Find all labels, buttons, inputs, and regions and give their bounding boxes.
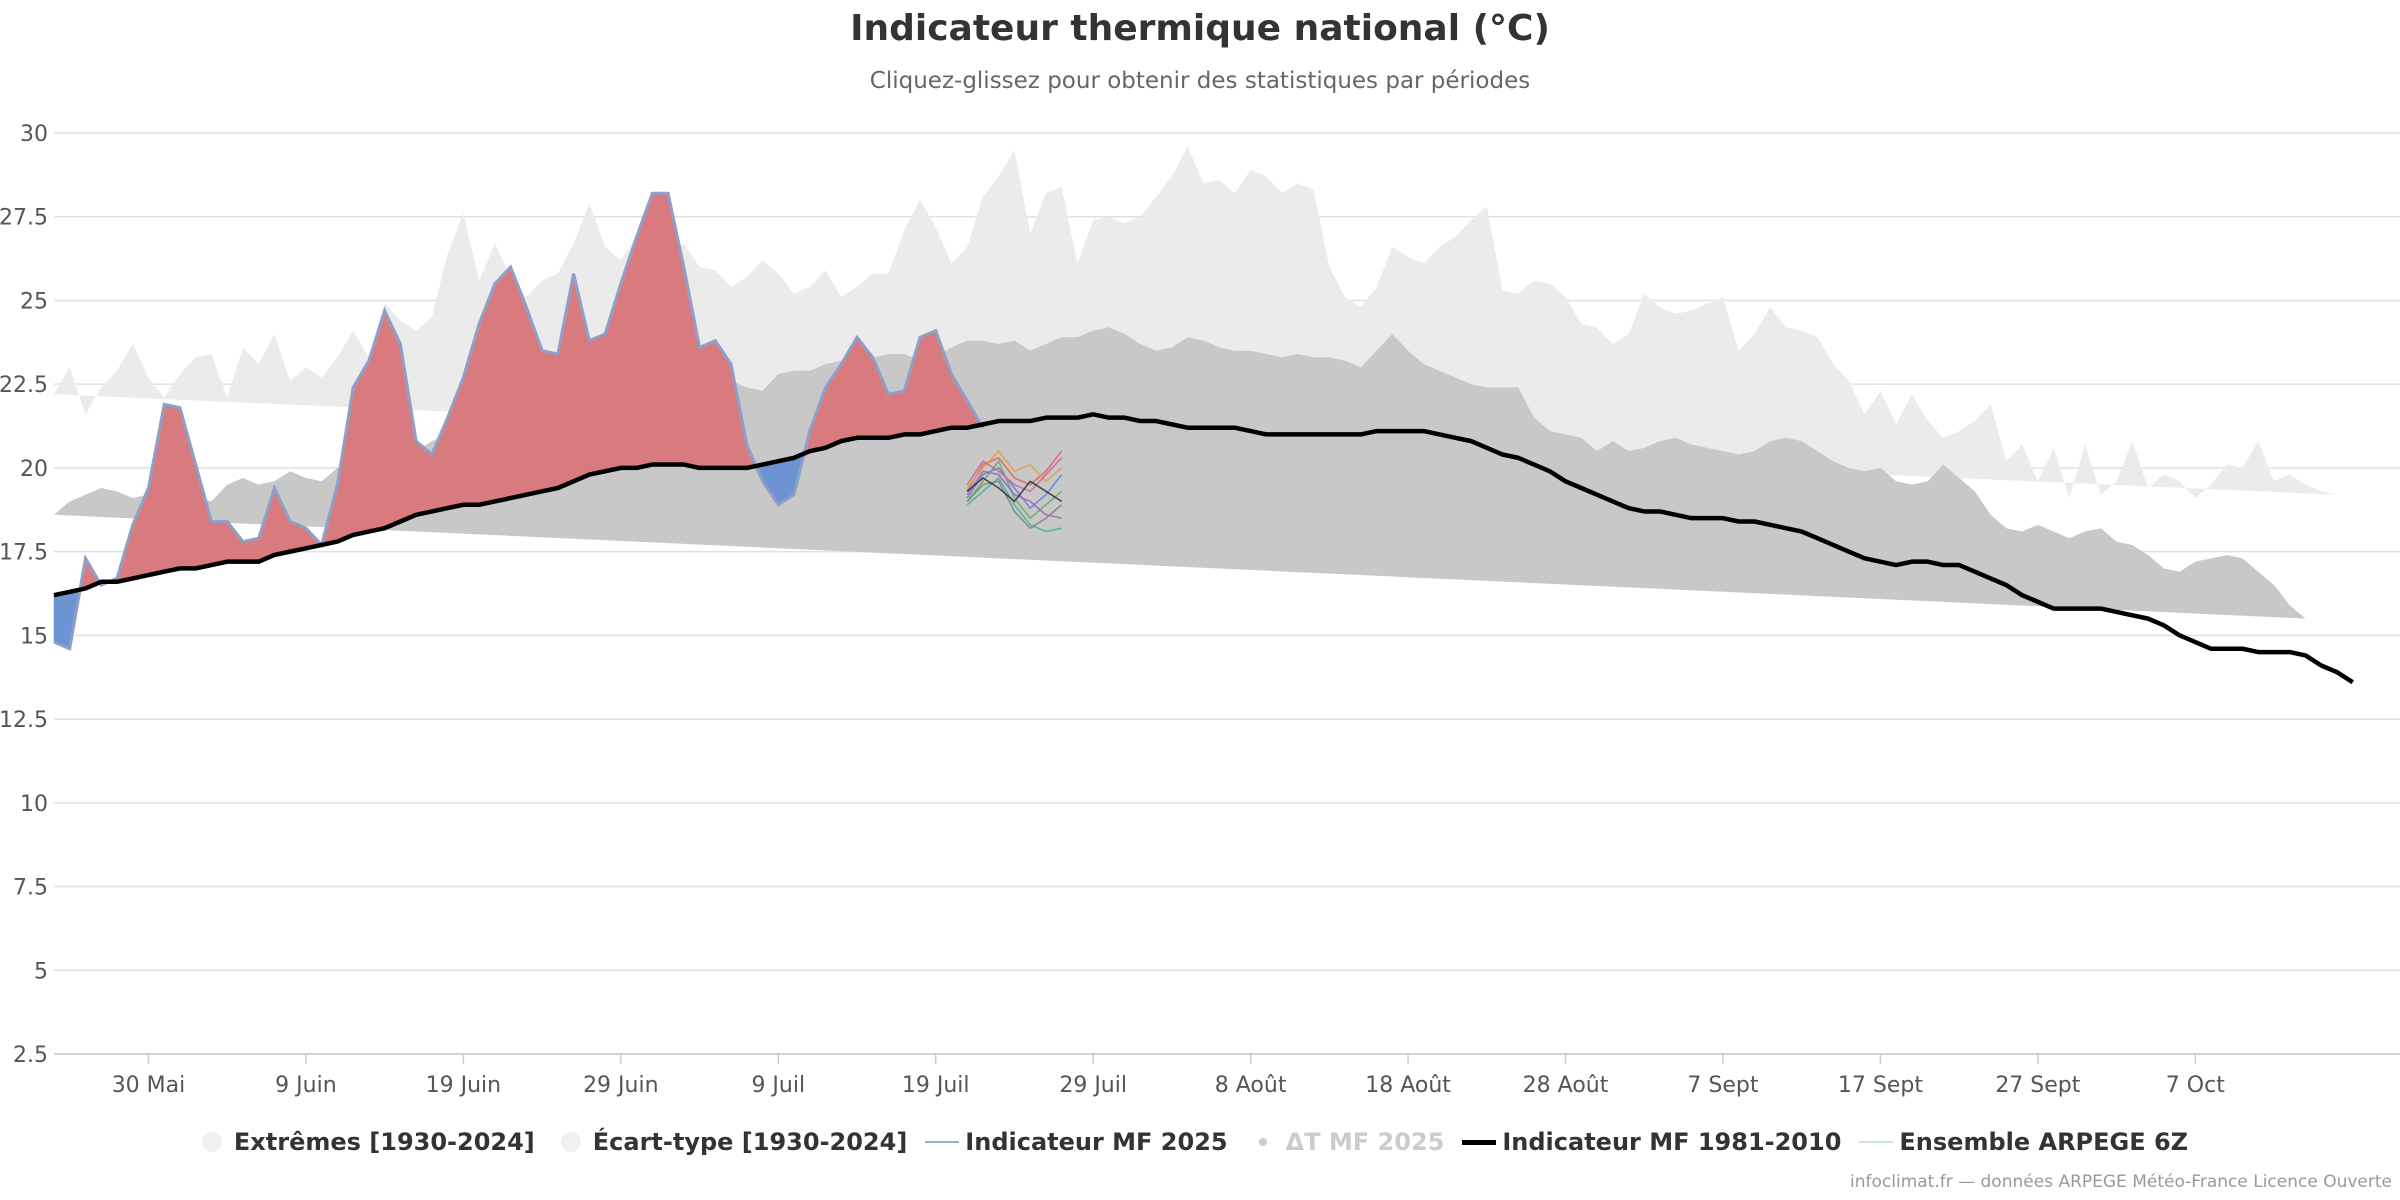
legend-item[interactable]: Indicateur MF 1981-2010 xyxy=(1462,1128,1859,1156)
x-tick-label: 30 Mai xyxy=(112,1073,186,1098)
legend-symbol xyxy=(1859,1132,1894,1152)
legend-label: Extrêmes [1930-2024] xyxy=(233,1128,535,1156)
legend-item[interactable]: Écart-type [1930-2024] xyxy=(553,1128,926,1156)
anomaly-warm-area[interactable] xyxy=(919,330,937,435)
anomaly-warm-area[interactable] xyxy=(699,340,716,469)
y-tick-label: 12.5 xyxy=(0,708,48,733)
anomaly-warm-area[interactable] xyxy=(226,520,244,562)
legend-item[interactable]: Indicateur MF 2025 xyxy=(925,1128,1245,1156)
legend-label: ΔT MF 2025 xyxy=(1285,1128,1445,1156)
y-tick-label: 15 xyxy=(20,624,48,649)
legend-item[interactable]: Ensemble ARPEGE 6Z xyxy=(1859,1128,2206,1156)
anomaly-warm-area[interactable] xyxy=(888,390,905,439)
anomaly-warm-area[interactable] xyxy=(148,404,165,576)
anomaly-warm-area[interactable] xyxy=(494,266,511,502)
x-tick-label: 19 Juil xyxy=(902,1073,970,1098)
y-tick-label: 10 xyxy=(20,792,48,817)
x-tick-label: 28 Août xyxy=(1523,1073,1609,1098)
legend-item[interactable]: Extrêmes [1930-2024] xyxy=(194,1128,553,1156)
legend-label: Indicateur MF 2025 xyxy=(965,1128,1228,1156)
anomaly-warm-area[interactable] xyxy=(589,333,606,475)
ensemble-member-line[interactable] xyxy=(966,457,1063,493)
ensemble-member-line[interactable] xyxy=(966,449,1063,489)
normal-1981-2010-line[interactable] xyxy=(53,412,2354,685)
x-tick-label: 19 Juin xyxy=(426,1073,501,1098)
x-tick-label: 17 Sept xyxy=(1838,1073,1923,1098)
legend-symbol xyxy=(1462,1132,1497,1152)
y-tick-label: 30 xyxy=(20,122,48,147)
chart-subtitle: Cliquez-glissez pour obtenir des statist… xyxy=(869,68,1531,94)
legend-symbol xyxy=(925,1132,960,1152)
ensemble-member-line[interactable] xyxy=(966,470,1062,519)
y-tick-label: 2.5 xyxy=(13,1043,48,1068)
chart-title: Indicateur thermique national (°C) xyxy=(850,8,1550,49)
x-tick-label: 9 Juin xyxy=(275,1073,336,1098)
anomaly-warm-area[interactable] xyxy=(352,359,370,536)
y-tick-label: 25 xyxy=(20,289,48,314)
anomaly-warm-area[interactable] xyxy=(652,192,669,465)
anomaly-cold-area[interactable] xyxy=(53,591,71,650)
anomaly-warm-area[interactable] xyxy=(211,521,228,566)
x-tick-label: 18 Août xyxy=(1365,1073,1451,1098)
anomaly-warm-area[interactable] xyxy=(163,403,181,573)
ensemble-member-line[interactable] xyxy=(966,480,1063,530)
y-tick-label: 27.5 xyxy=(0,206,48,231)
ensemble-member-line[interactable] xyxy=(966,476,1062,533)
legend-symbol xyxy=(1246,1132,1280,1152)
legend-symbol xyxy=(194,1132,228,1152)
x-tick-label: 7 Sept xyxy=(1687,1073,1758,1098)
anomaly-warm-area[interactable] xyxy=(541,350,559,492)
legend-label: Indicateur MF 1981-2010 xyxy=(1502,1128,1842,1156)
legend-label: Écart-type [1930-2024] xyxy=(592,1128,908,1156)
x-tick-label: 29 Juin xyxy=(583,1073,658,1098)
y-tick-label: 7.5 xyxy=(13,876,48,901)
y-tick-label: 17.5 xyxy=(0,541,48,566)
x-tick-label: 7 Oct xyxy=(2166,1073,2225,1098)
indicator-2025-line[interactable] xyxy=(53,191,985,651)
x-tick-label: 9 Juil xyxy=(751,1073,805,1098)
legend: Extrêmes [1930-2024] Écart-type [1930-202… xyxy=(0,1128,2400,1156)
y-tick-label: 20 xyxy=(20,457,48,482)
ensemble-member-line[interactable] xyxy=(966,450,1063,492)
y-tick-label: 22.5 xyxy=(0,373,48,398)
ensemble-member-line[interactable] xyxy=(966,476,1063,503)
x-tick-label: 29 Juil xyxy=(1059,1073,1127,1098)
y-tick-label: 5 xyxy=(34,959,48,984)
x-tick-label: 27 Sept xyxy=(1995,1073,2080,1098)
legend-item[interactable]: ΔT MF 2025 xyxy=(1246,1128,1463,1156)
ensemble-member-line[interactable] xyxy=(966,466,1063,510)
ensemble-member-line[interactable] xyxy=(966,459,1063,520)
anomaly-warm-area[interactable] xyxy=(384,310,401,529)
anomaly-warm-area[interactable] xyxy=(431,417,448,512)
legend-symbol xyxy=(553,1132,587,1152)
credits-link[interactable]: infoclimat.fr — données ARPEGE Météo-Fra… xyxy=(1850,1172,2392,1192)
x-tick-label: 8 Août xyxy=(1215,1073,1287,1098)
anomaly-warm-area[interactable] xyxy=(368,310,385,532)
legend-label: Ensemble ARPEGE 6Z xyxy=(1899,1128,2189,1156)
